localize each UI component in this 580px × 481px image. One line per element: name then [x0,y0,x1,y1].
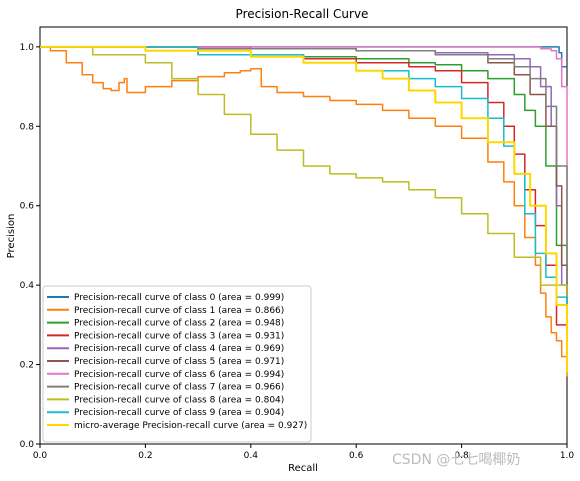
y-axis-ticks: 0.0 0.2 0.4 0.6 0.8 1.0 [20,43,40,450]
legend-entry: Precision-recall curve of class 6 (area … [74,370,284,380]
legend-entry: Precision-recall curve of class 4 (area … [74,344,284,354]
y-tick-label: 0.0 [20,440,35,450]
pr-curve-series-7 [40,46,568,365]
y-axis-label: Precision [6,214,17,259]
legend-entry: Precision-recall curve of class 3 (area … [74,331,284,341]
pr-curve-series-10 [40,45,568,373]
curves-layer [40,45,568,377]
chart-title: Precision-Recall Curve [236,7,369,21]
x-axis-ticks: 0.0 0.2 0.4 0.6 0.8 1.0 [33,444,575,461]
x-tick-label: 0.2 [138,451,152,461]
y-tick-label: 0.2 [20,361,34,371]
legend-entry: Precision-recall curve of class 8 (area … [74,395,284,405]
y-tick-label: 0.4 [20,281,35,291]
x-tick-label: 0.6 [349,451,364,461]
y-tick-label: 0.8 [20,122,35,132]
watermark-text: CSDN @七七喝椰奶 [392,452,520,468]
legend-entry: micro-average Precision-recall curve (ar… [74,421,307,431]
legend-entry: Precision-recall curve of class 2 (area … [74,319,284,329]
x-tick-label: 0.0 [33,451,48,461]
legend-entry: Precision-recall curve of class 0 (area … [74,293,284,303]
legend-entry: Precision-recall curve of class 7 (area … [74,383,284,393]
y-tick-label: 1.0 [20,43,35,53]
pr-curve-series-6 [40,46,568,246]
pr-curve-series-8 [40,46,568,325]
legend: Precision-recall curve of class 0 (area … [42,285,312,443]
y-tick-label: 0.6 [20,202,35,212]
x-axis-label: Recall [288,463,318,474]
x-tick-label: 0.4 [244,451,259,461]
legend-entry: Precision-recall curve of class 1 (area … [74,306,284,316]
pr-curve-series-2 [40,46,568,373]
pr-curve-series-1 [40,46,568,377]
legend-entry: Precision-recall curve of class 9 (area … [74,408,284,418]
legend-entry: Precision-recall curve of class 5 (area … [74,357,284,367]
legend-box [42,285,312,443]
x-tick-label: 0.8 [454,451,469,461]
x-tick-label: 1.0 [560,451,575,461]
